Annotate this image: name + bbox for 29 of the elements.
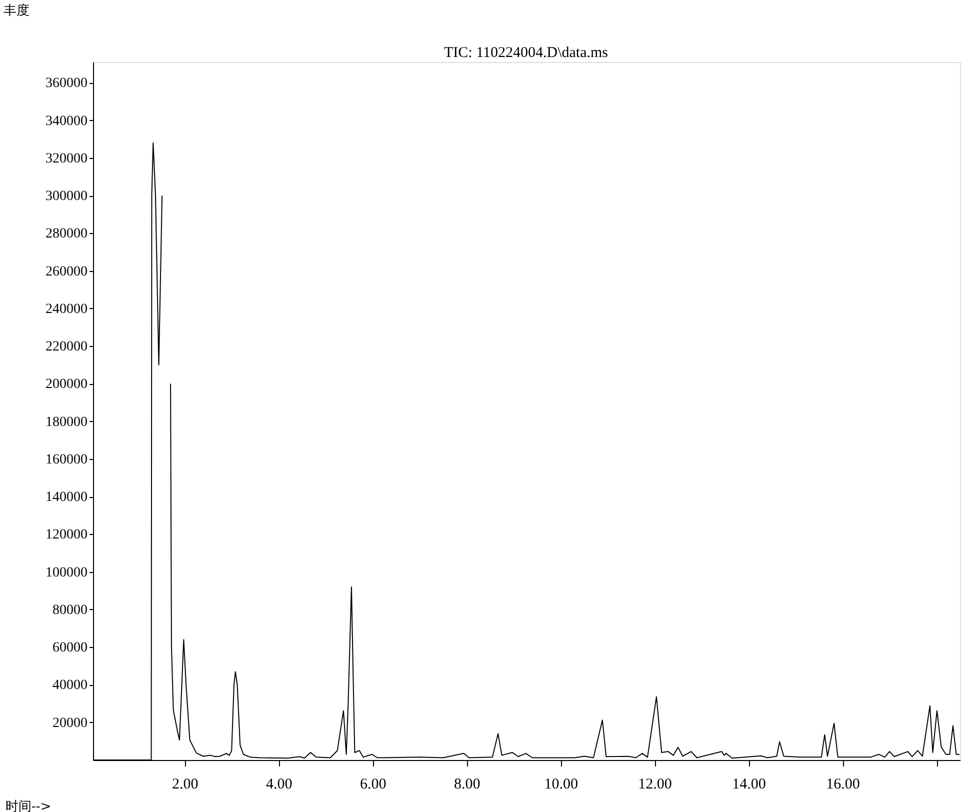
x-tick-label: 8.00 [454, 776, 480, 792]
x-tick-label: 2.00 [172, 776, 198, 792]
y-tick-label: 240000 [46, 302, 88, 317]
x-tick-label: 12.00 [638, 776, 672, 792]
x-tick-label: 14.00 [732, 776, 766, 792]
x-tick-label: 4.00 [266, 776, 292, 792]
y-tick-label: 300000 [46, 189, 88, 204]
y-tick-label: 20000 [52, 716, 88, 731]
y-tick-label: 280000 [46, 226, 88, 242]
y-tick-label: 140000 [46, 490, 88, 506]
y-tick-label: 120000 [46, 528, 88, 543]
x-axis-title: 时间--> [6, 800, 52, 812]
y-tick-label: 80000 [52, 602, 88, 618]
y-tick-label: 220000 [46, 340, 88, 355]
y-axis-title: 丰度 [4, 2, 30, 18]
y-tick-label: 160000 [46, 452, 88, 468]
y-tick-label: 100000 [46, 565, 88, 580]
chart-title: TIC: 110224004.D\data.ms [444, 45, 608, 61]
y-tick-label: 260000 [46, 264, 88, 280]
x-tick-label: 6.00 [360, 776, 386, 792]
y-tick-label: 320000 [46, 151, 88, 166]
y-tick-label: 180000 [46, 414, 88, 430]
y-tick-label: 60000 [52, 640, 88, 656]
x-tick-label: 16.00 [826, 776, 860, 792]
y-tick-label: 340000 [46, 114, 88, 129]
x-tick-label: 10.00 [544, 776, 578, 792]
y-tick-label: 200000 [46, 377, 88, 392]
y-tick-label: 40000 [52, 678, 88, 694]
y-tick-label: 360000 [46, 76, 88, 92]
